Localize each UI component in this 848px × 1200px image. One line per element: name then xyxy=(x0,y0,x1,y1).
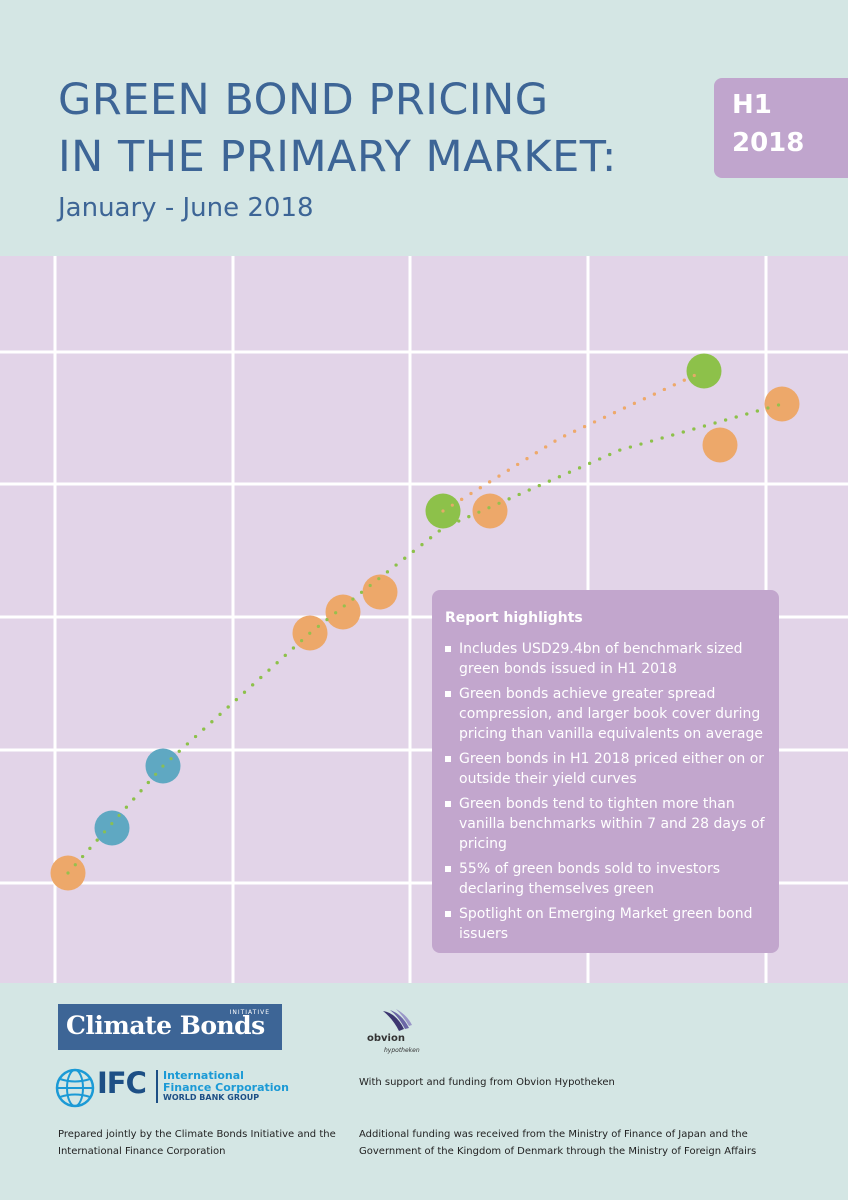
highlight-item: Green bonds in H1 2018 priced either on … xyxy=(444,749,769,789)
obvion-logo-text: obvion xyxy=(367,1033,405,1044)
trendline-orange xyxy=(441,369,706,513)
globe-icon xyxy=(55,1068,95,1108)
bird-icon xyxy=(383,1009,412,1031)
report-subtitle: January - June 2018 xyxy=(58,193,314,223)
cbi-logo-text: Climate Bonds xyxy=(66,1011,265,1040)
highlight-item: Includes USD29.4bn of benchmark sized gr… xyxy=(444,639,769,679)
period-badge: H1 2018 xyxy=(714,78,848,178)
data-point-orange xyxy=(702,427,738,463)
ifc-abbreviation: IFC xyxy=(97,1066,147,1100)
data-point-orange xyxy=(472,493,508,529)
support-note: With support and funding from Obvion Hyp… xyxy=(359,1077,615,1088)
data-point-orange xyxy=(362,574,398,610)
ifc-name-line-1: International xyxy=(163,1069,244,1082)
highlight-item: 55% of green bonds sold to investors dec… xyxy=(444,859,769,899)
additional-funding-note: Additional funding was received from the… xyxy=(359,1129,757,1157)
highlight-item: Green bonds achieve greater spread compr… xyxy=(444,684,769,744)
data-point-orange xyxy=(764,386,800,422)
cover-footer: INITIATIVE Climate Bonds IFC Internation… xyxy=(0,983,848,1200)
title-line-2: IN THE PRIMARY MARKET: xyxy=(58,132,617,182)
title-line-1: GREEN BOND PRICING xyxy=(58,75,549,125)
prepared-by-note: Prepared jointly by the Climate Bonds In… xyxy=(58,1129,336,1157)
highlights-list: Includes USD29.4bn of benchmark sized gr… xyxy=(444,639,769,949)
ifc-name-line-2: Finance Corporation xyxy=(163,1081,289,1094)
ifc-divider xyxy=(156,1070,158,1103)
cover-header: GREEN BOND PRICING IN THE PRIMARY MARKET… xyxy=(0,0,848,256)
data-point-orange xyxy=(325,594,361,630)
report-highlights-box: Report highlights Includes USD29.4bn of … xyxy=(432,590,779,953)
data-point-blue xyxy=(94,810,130,846)
climate-bonds-logo: INITIATIVE Climate Bonds xyxy=(58,1004,282,1050)
highlight-item: Green bonds tend to tighten more than va… xyxy=(444,794,769,854)
data-point-green xyxy=(686,353,722,389)
highlight-item: Spotlight on Emerging Market green bond … xyxy=(444,904,769,944)
obvion-logo-subtext: hypotheken xyxy=(384,1047,420,1054)
cbi-initiative-label: INITIATIVE xyxy=(229,1009,270,1016)
report-title: GREEN BOND PRICING IN THE PRIMARY MARKET… xyxy=(58,72,617,186)
badge-year: 2018 xyxy=(732,128,805,158)
trendline-overlay-orange xyxy=(441,369,706,513)
ifc-world-bank-group: WORLD BANK GROUP xyxy=(163,1093,260,1102)
badge-half: H1 xyxy=(732,90,772,120)
highlights-title: Report highlights xyxy=(445,610,583,626)
